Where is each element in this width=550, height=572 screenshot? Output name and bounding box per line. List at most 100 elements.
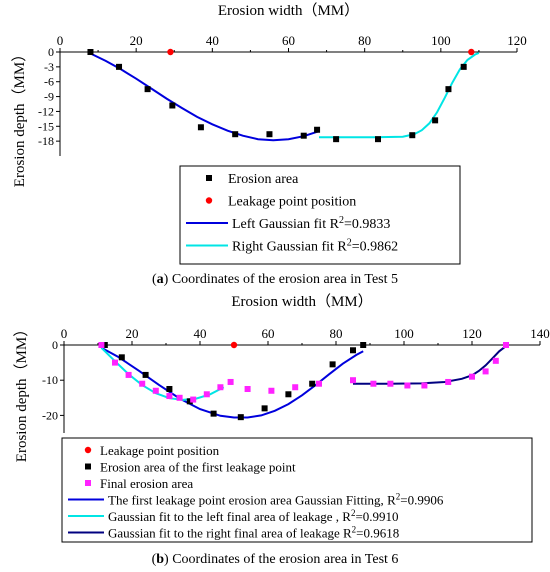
leakage-point xyxy=(230,341,238,349)
erosion-point xyxy=(482,368,489,375)
legend-entry-label: Erosion area xyxy=(228,172,299,187)
erosion-point xyxy=(166,386,173,392)
y-tick-label: -18 xyxy=(38,134,54,148)
erosion-point xyxy=(404,382,411,389)
x-tick-label: 0 xyxy=(57,33,64,48)
x-axis-label: Erosion width（MM） xyxy=(218,2,359,19)
caption-a: (a) Coordinates of the erosion area in T… xyxy=(151,272,399,287)
x-tick-label: 100 xyxy=(431,33,451,48)
x-axis-label: Erosion width（MM） xyxy=(231,293,372,310)
erosion-point xyxy=(469,373,475,380)
erosion-point xyxy=(492,357,499,364)
leakage-point xyxy=(167,48,174,56)
x-tick-label: 80 xyxy=(358,33,371,48)
y-tick-label: -15 xyxy=(38,119,54,133)
erosion-point xyxy=(98,342,105,348)
y-tick-label: 0 xyxy=(52,338,58,352)
erosion-point xyxy=(409,132,416,139)
erosion-point xyxy=(217,384,224,391)
erosion-point xyxy=(203,391,210,398)
x-tick-label: 60 xyxy=(282,33,295,48)
fit-line xyxy=(100,346,364,419)
erosion-point xyxy=(387,380,394,387)
fit-line xyxy=(319,52,480,139)
erosion-point xyxy=(244,386,251,392)
erosion-point xyxy=(350,377,356,384)
y-tick-label: -6 xyxy=(44,75,54,89)
legend-square-symbol xyxy=(85,480,91,486)
x-tick-label: 40 xyxy=(194,326,207,341)
erosion-point xyxy=(300,132,307,139)
erosion-point xyxy=(329,361,336,368)
erosion-point xyxy=(503,342,509,348)
x-tick-label: 100 xyxy=(394,326,414,341)
erosion-point xyxy=(139,380,146,387)
erosion-point xyxy=(232,131,239,138)
erosion-point xyxy=(445,86,452,93)
erosion-point xyxy=(370,380,377,387)
erosion-point xyxy=(374,136,381,143)
erosion-point xyxy=(237,414,244,421)
legend: Erosion area Leakage point position Left G… xyxy=(179,165,461,265)
erosion-point xyxy=(112,359,118,366)
chart-panel-a: 0 20 40 60 80 100 120 0-3-6-9-12-15-18 Erosion w… xyxy=(11,2,527,265)
x-tick-label: 120 xyxy=(462,326,482,341)
y-tick-label: -20 xyxy=(42,408,58,422)
y-tick-label: -10 xyxy=(42,373,58,387)
erosion-point xyxy=(309,380,316,387)
legend-box xyxy=(61,437,533,543)
erosion-point xyxy=(186,398,193,405)
legend-circle-symbol xyxy=(205,197,213,204)
y-axis-label: Erosion depth（MM） xyxy=(13,322,30,462)
erosion-point xyxy=(118,354,125,361)
legend-entry-label: Leakage point position xyxy=(100,443,220,458)
erosion-point xyxy=(460,63,467,70)
erosion-point xyxy=(268,387,275,394)
erosion-point xyxy=(125,371,132,378)
legend-entry-label: The first leakage point erosion area Gau… xyxy=(108,492,444,508)
legend-square-symbol xyxy=(206,175,212,181)
erosion-point xyxy=(116,63,123,70)
erosion-point xyxy=(210,410,217,417)
erosion-point xyxy=(166,393,173,400)
x-tick-label: 20 xyxy=(126,326,139,341)
erosion-point xyxy=(152,387,159,394)
caption-b-text: Coordinates of the erosion area in Test … xyxy=(172,552,399,567)
erosion-point xyxy=(176,394,183,401)
legend-entry-label: Left Gaussian fit R2=0.9833 xyxy=(232,215,390,232)
y-tick-label: -12 xyxy=(38,104,54,118)
x-tick-label: 0 xyxy=(61,326,68,341)
caption-a-letter: a xyxy=(156,272,164,287)
legend: Leakage point position Erosion area of th… xyxy=(61,437,533,543)
erosion-point xyxy=(144,86,151,93)
erosion-point xyxy=(316,380,322,387)
erosion-point xyxy=(266,131,273,138)
erosion-point xyxy=(101,342,108,348)
erosion-point xyxy=(314,126,321,133)
erosion-point xyxy=(142,371,149,378)
erosion-point xyxy=(261,405,268,412)
caption-b-letter: b xyxy=(156,552,165,567)
x-tick-label: 140 xyxy=(530,326,550,341)
erosion-point xyxy=(432,117,439,124)
erosion-point xyxy=(190,396,197,403)
erosion-point xyxy=(350,347,356,354)
legend-circle-symbol xyxy=(84,446,92,454)
erosion-point xyxy=(197,124,204,131)
legend-entry-label: Gaussian fit to the right final area of … xyxy=(108,525,399,541)
y-axis-label: Erosion depth（MM） xyxy=(11,47,28,187)
y-tick-label: -3 xyxy=(44,60,54,74)
fit-line xyxy=(353,345,507,385)
legend-entry-label: Gaussian fit to the left final area of l… xyxy=(108,508,399,524)
erosion-point xyxy=(360,342,367,348)
legend-entry-label: Leakage point position xyxy=(228,195,356,210)
x-tick-label: 60 xyxy=(262,326,275,341)
y-tick-label: 0 xyxy=(48,45,54,59)
erosion-point xyxy=(169,102,176,109)
legend-entry-label: Erosion area of the first leakage point xyxy=(100,460,296,475)
erosion-point xyxy=(292,384,299,391)
erosion-point xyxy=(87,49,94,55)
x-tick-label: 80 xyxy=(330,326,343,341)
caption-a-text: Coordinates of the erosion area in Test … xyxy=(171,272,399,287)
leakage-point xyxy=(468,48,475,56)
